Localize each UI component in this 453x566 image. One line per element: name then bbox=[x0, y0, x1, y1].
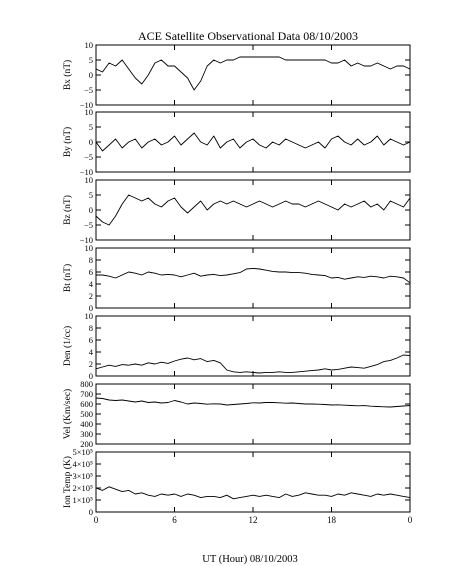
series-line bbox=[95, 397, 411, 408]
y-tick-label: 2 bbox=[89, 359, 93, 369]
panel-frame bbox=[95, 451, 411, 513]
y-tick-label: 400 bbox=[80, 419, 93, 429]
series-line bbox=[96, 267, 411, 284]
y-tick-label: 300 bbox=[80, 429, 93, 439]
y-tick-label: 0 bbox=[89, 371, 93, 381]
y-tick-label: 0 bbox=[89, 303, 93, 313]
y-tick-label: 5 bbox=[89, 122, 93, 132]
y-tick-label: 10 bbox=[85, 40, 94, 50]
panel-frame bbox=[95, 44, 411, 106]
y-tick-label: 700 bbox=[80, 389, 93, 399]
y-tick-label: −5 bbox=[84, 152, 93, 162]
y-tick-label: 10 bbox=[85, 311, 94, 321]
x-tick-label: 18 bbox=[327, 515, 337, 525]
y-tick-label: 5×10⁵ bbox=[72, 447, 93, 457]
panel-5: 10 8 6 4 2 0 Den (1/cc) bbox=[62, 311, 411, 381]
y-tick-label: 0 bbox=[89, 70, 93, 80]
panel-frame bbox=[95, 247, 411, 309]
y-tick-label: 6 bbox=[89, 335, 93, 345]
y-tick-label: 0 bbox=[89, 507, 93, 517]
series-line bbox=[95, 194, 411, 226]
panels: 10 5 0 −5 −10 Bx (nT) 10 5 0 −5 −10 By (nT) 10 5 0 −5 −1… bbox=[62, 40, 413, 525]
panel-frame bbox=[95, 179, 411, 241]
y-tick-label: 10 bbox=[85, 243, 94, 253]
y-tick-label: 6 bbox=[89, 267, 93, 277]
series-line bbox=[95, 56, 411, 91]
y-tick-label: 5 bbox=[89, 190, 93, 200]
y-tick-label: 0 bbox=[89, 205, 93, 215]
y-axis-label: By (nT) bbox=[62, 127, 73, 157]
y-tick-label: −10 bbox=[80, 100, 93, 110]
y-tick-label: 2×10⁵ bbox=[72, 483, 93, 493]
y-axis-label: Bx (nT) bbox=[62, 60, 73, 90]
y-tick-label: −10 bbox=[80, 167, 93, 177]
panel-frame bbox=[95, 315, 411, 377]
figure-title: ACE Satellite Observational Data 08/10/2… bbox=[138, 29, 358, 43]
x-tick-label: 12 bbox=[249, 515, 258, 525]
y-axis-label: Vel (Km/sec) bbox=[62, 389, 73, 439]
y-axis-label: Ion Temp (K) bbox=[62, 456, 73, 508]
panel-2: 10 5 0 −5 −10 By (nT) bbox=[62, 107, 411, 177]
y-tick-label: 1×10⁵ bbox=[72, 495, 93, 505]
y-tick-label: 4 bbox=[89, 279, 94, 289]
y-tick-label: 0 bbox=[89, 137, 93, 147]
series-line bbox=[95, 486, 411, 500]
y-tick-label: 4 bbox=[89, 347, 94, 357]
panel-3: 10 5 0 −5 −10 Bz (nT) bbox=[62, 175, 411, 245]
y-tick-label: 2 bbox=[89, 291, 93, 301]
y-tick-label: 500 bbox=[80, 409, 93, 419]
y-tick-label: 4×10⁵ bbox=[72, 459, 93, 469]
panel-1: 10 5 0 −5 −10 Bx (nT) bbox=[62, 40, 411, 110]
y-tick-label: 10 bbox=[85, 175, 94, 185]
y-tick-label: 3×10⁵ bbox=[72, 471, 93, 481]
y-tick-label: 600 bbox=[80, 399, 93, 409]
y-tick-label: −10 bbox=[80, 235, 93, 245]
y-tick-label: 5 bbox=[89, 55, 93, 65]
panel-4: 10 8 6 4 2 0 Bt (nT) bbox=[62, 243, 411, 313]
series-line bbox=[95, 132, 411, 152]
y-tick-label: 10 bbox=[85, 107, 94, 117]
y-axis-label: Den (1/cc) bbox=[62, 326, 73, 366]
x-tick-label: 0 bbox=[408, 515, 413, 525]
y-tick-label: 8 bbox=[89, 255, 93, 265]
x-tick-label: 0 bbox=[94, 515, 99, 525]
panel-frame bbox=[95, 383, 411, 445]
y-axis-label: Bz (nT) bbox=[62, 195, 73, 225]
panel-frame bbox=[95, 111, 411, 173]
y-tick-label: −5 bbox=[84, 85, 93, 95]
series-line bbox=[95, 354, 411, 374]
y-tick-label: 200 bbox=[80, 439, 93, 449]
y-tick-label: 8 bbox=[89, 323, 93, 333]
y-tick-label: −5 bbox=[84, 220, 93, 230]
x-tick-label: 6 bbox=[172, 515, 177, 525]
y-tick-label: 800 bbox=[80, 379, 93, 389]
y-axis-label: Bt (nT) bbox=[62, 264, 73, 292]
x-axis-label: UT (Hour) 08/10/2003 bbox=[202, 554, 297, 565]
